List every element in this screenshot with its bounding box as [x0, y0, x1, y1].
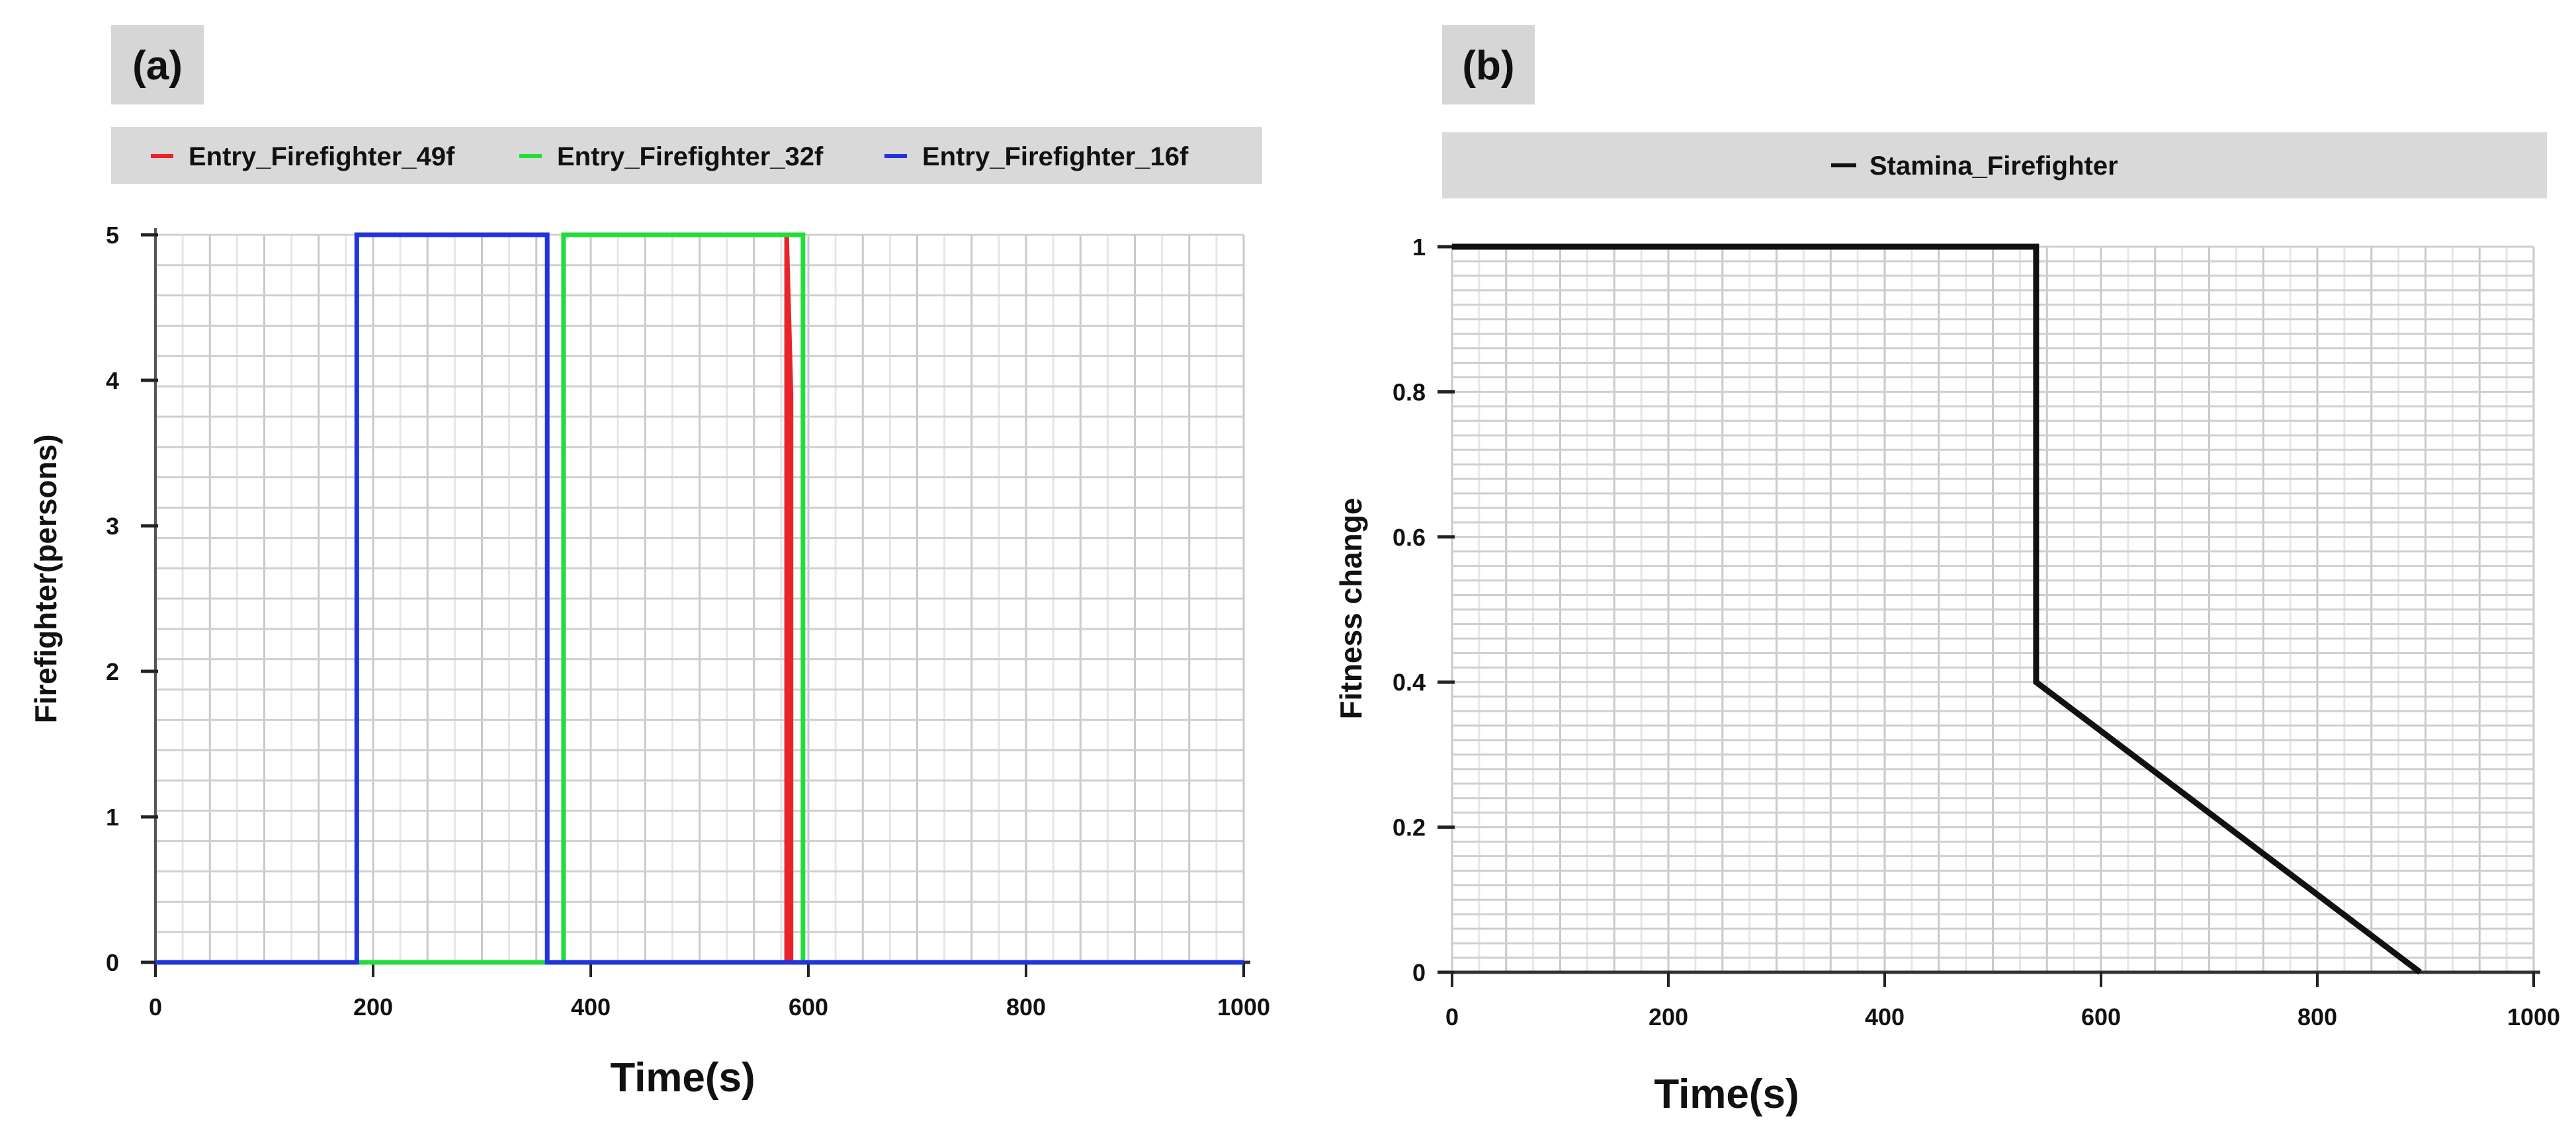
x-tick-label: 0 [1445, 1003, 1459, 1030]
legend-label-32f: Entry_Firefighter_32f [557, 142, 824, 171]
panel-a-y-axis-title: Firefighter(persons) [28, 434, 63, 723]
x-tick-label: 800 [1006, 993, 1046, 1021]
y-tick-label: 5 [106, 222, 119, 249]
panel-b-x-axis-title: Time(s) [1654, 1071, 1799, 1117]
panel-b-label-box [1442, 25, 1535, 105]
legend-label-49f: Entry_Firefighter_49f [189, 142, 455, 171]
panel-b-legend: Stamina_Firefighter [1442, 132, 2547, 198]
y-tick-label: 0.4 [1393, 669, 1426, 696]
panel-a-legend: Entry_Firefighter_49f Entry_Firefighter_… [111, 127, 1262, 184]
panel-b-y-axis-title: Fitness change [1334, 498, 1368, 720]
panel-a-grid [154, 233, 1245, 964]
y-tick-label: 1 [1412, 233, 1426, 261]
y-tick-label: 1 [106, 804, 119, 831]
x-tick-label: 200 [353, 993, 393, 1021]
y-tick-label: 0.6 [1393, 524, 1426, 551]
x-tick-label: 400 [571, 993, 611, 1021]
panel-a-legend-box [111, 127, 1262, 184]
y-tick-label: 0 [1412, 959, 1426, 986]
panel-a-y-ticks: 0 1 2 3 4 5 [106, 222, 158, 976]
panel-a-series [155, 232, 1244, 965]
panel-b-grid [1451, 245, 2535, 974]
y-tick-label: 2 [106, 658, 119, 685]
y-tick-label: 0 [106, 949, 119, 976]
panel-a: (a) Entry_Firefighter_49f Entry_Firefigh… [28, 25, 1270, 1101]
x-tick-label: 600 [789, 993, 828, 1021]
legend-label-16f: Entry_Firefighter_16f [922, 142, 1189, 171]
series-line-entry-firefighter-16f [155, 232, 1244, 965]
x-tick-label: 0 [149, 993, 162, 1021]
panel-b-x-ticks: 0 200 400 600 800 1000 [1445, 972, 2560, 1030]
panel-b-legend-box [1442, 132, 2547, 198]
x-tick-label: 600 [2081, 1003, 2121, 1030]
x-tick-label: 1000 [1217, 993, 1270, 1021]
x-tick-label: 800 [2297, 1003, 2337, 1030]
y-tick-label: 4 [106, 367, 119, 394]
panel-a-x-axis-title: Time(s) [610, 1055, 755, 1101]
y-tick-label: 3 [106, 513, 119, 540]
panel-b-y-ticks: 0 0.2 0.4 0.6 0.8 1 [1393, 233, 1455, 986]
legend-label-stamina: Stamina_Firefighter [1869, 151, 2118, 181]
y-tick-label: 0.8 [1393, 378, 1426, 405]
panel-a-x-ticks: 0 200 400 600 800 1000 [149, 962, 1270, 1021]
panel-a-label: (a) [132, 43, 183, 89]
x-tick-label: 200 [1649, 1003, 1688, 1030]
panel-b: (b) Stamina_Firefighter 0 200 400 600 800 100… [1334, 25, 2560, 1117]
x-tick-label: 400 [1865, 1003, 1905, 1030]
panel-a-label-box [111, 25, 204, 105]
x-tick-label: 1000 [2507, 1003, 2560, 1030]
panel-b-series [1452, 243, 2423, 975]
y-tick-label: 0.2 [1393, 814, 1426, 841]
series-line-stamina-firefighter [1452, 243, 2423, 975]
panel-b-label: (b) [1462, 43, 1514, 89]
